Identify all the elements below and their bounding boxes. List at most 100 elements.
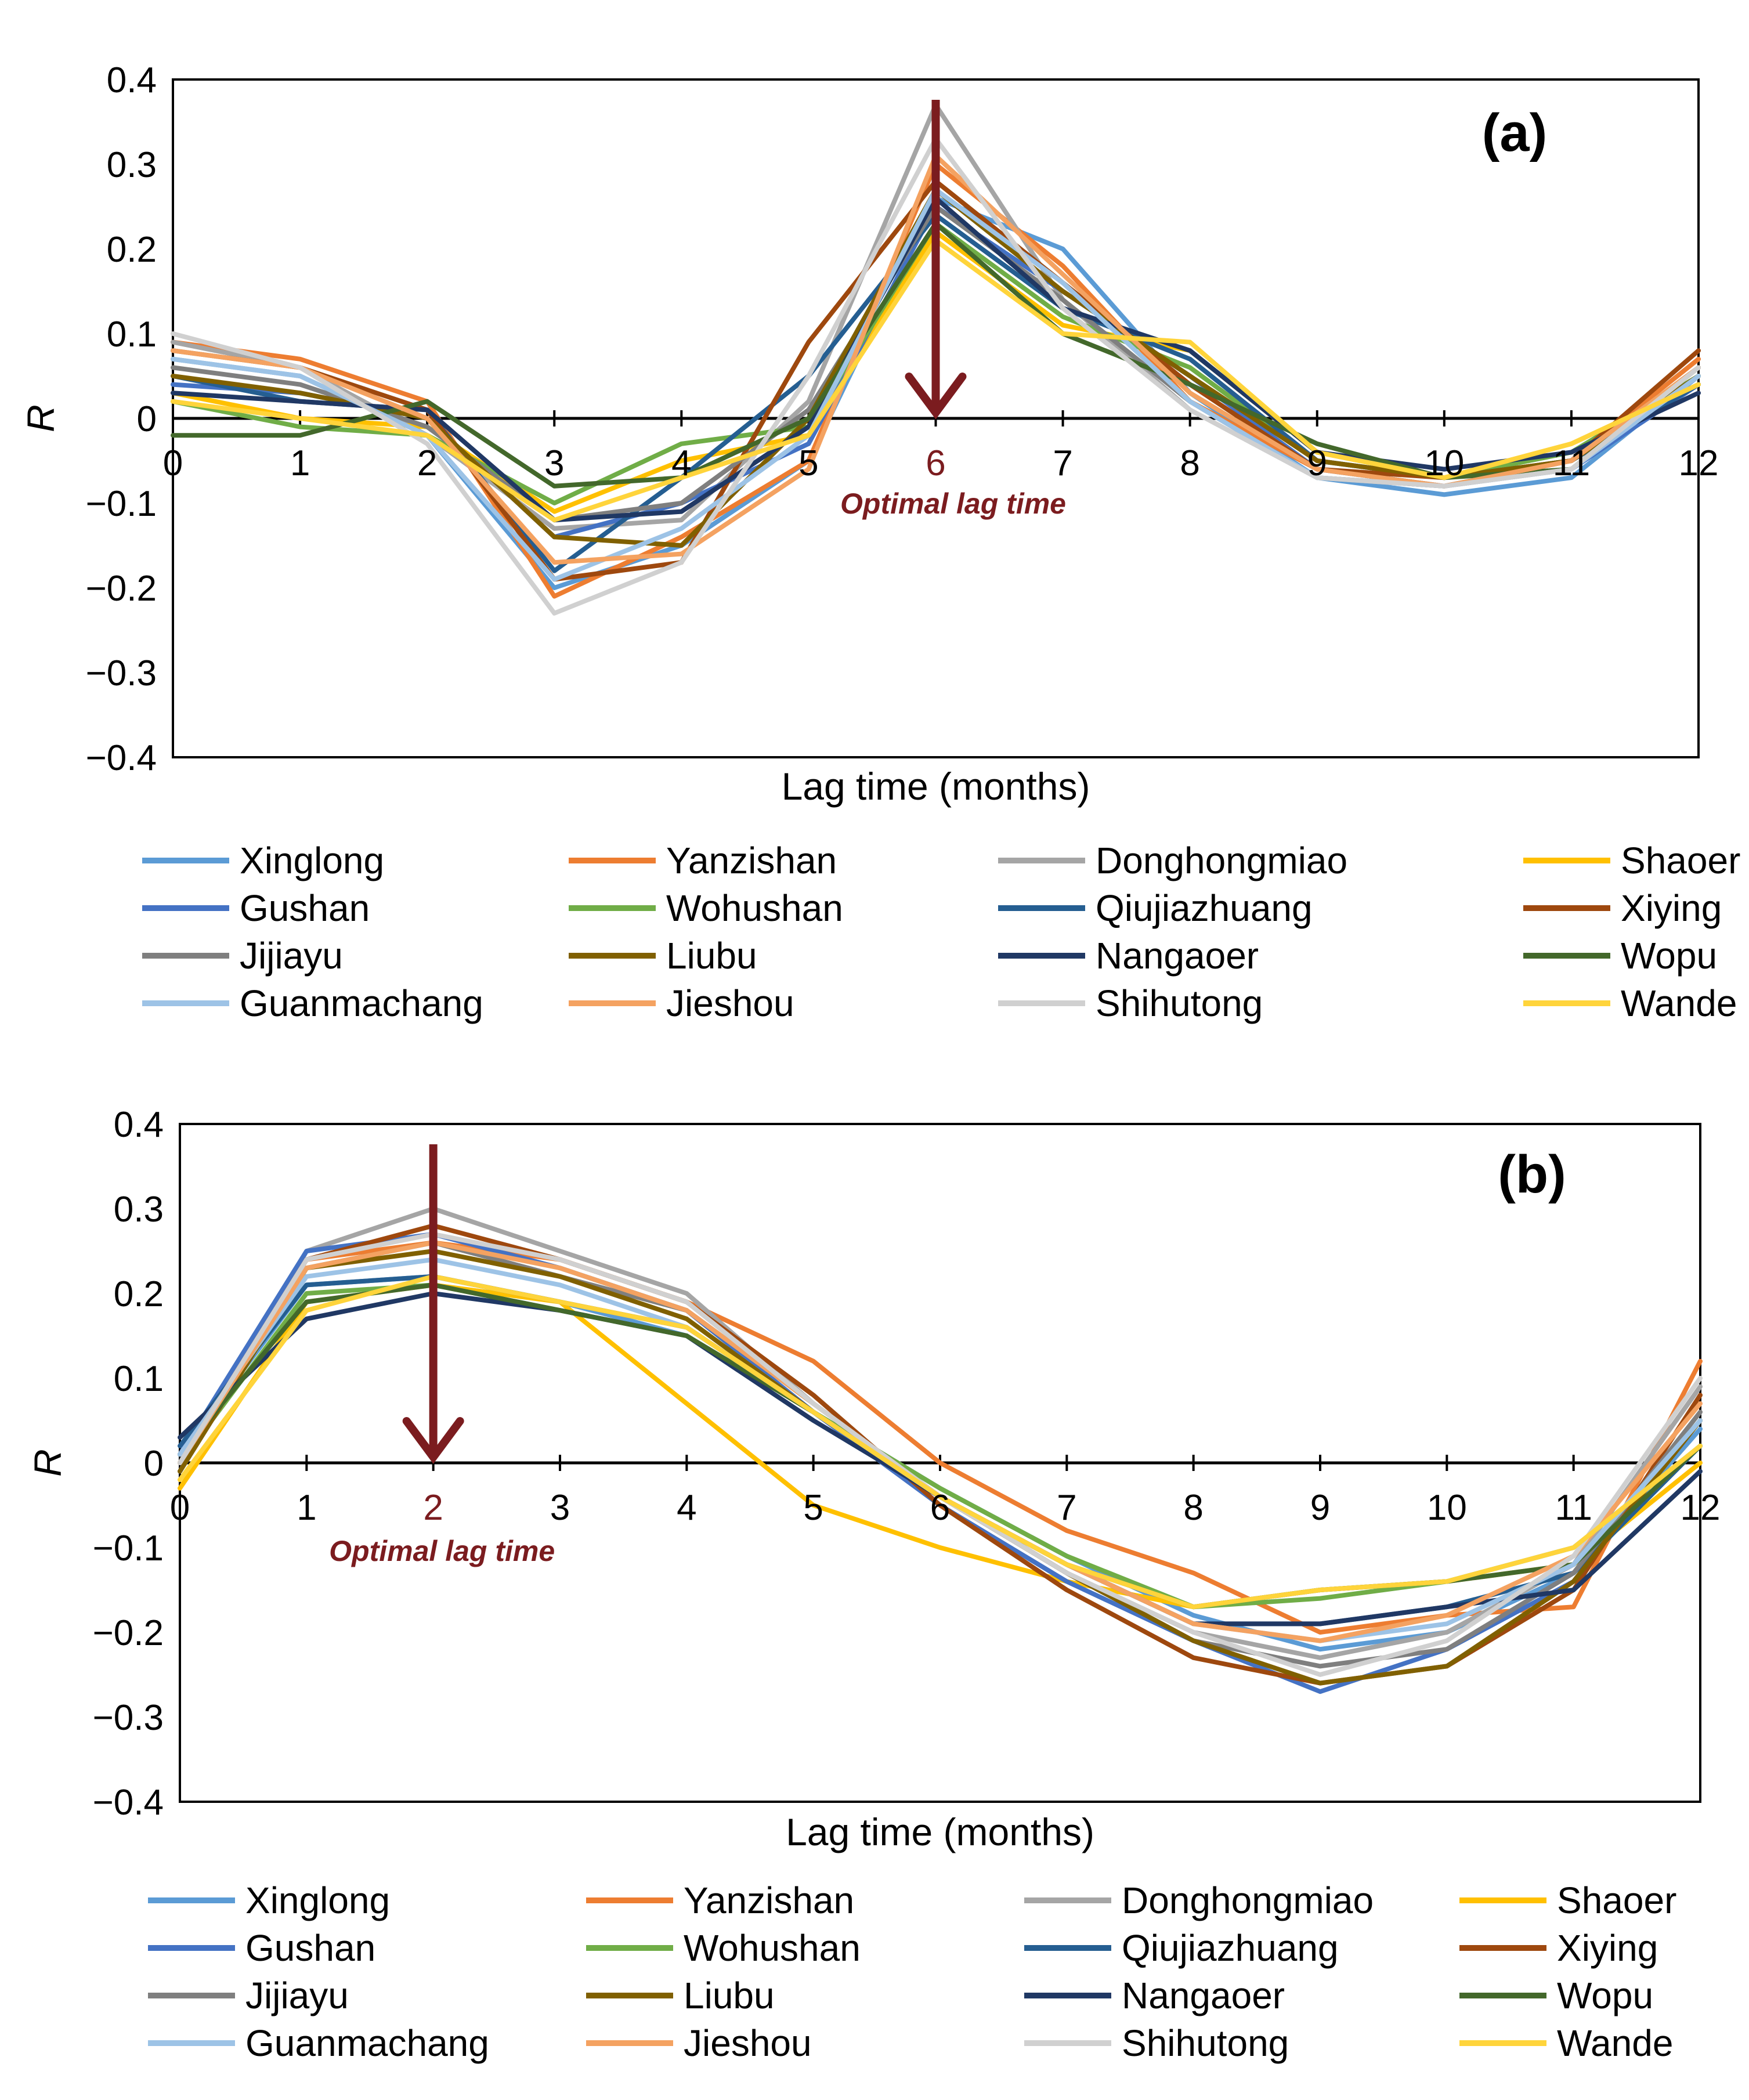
y-tick-label: −0.4 (93, 1783, 164, 1823)
y-tick-label: −0.2 (86, 569, 157, 609)
y-tick-label: 0.4 (114, 1105, 164, 1145)
x-tick-label: 8 (1183, 1488, 1203, 1528)
legend-label: Xiying (1557, 1927, 1658, 1969)
legend-label: Qiujiazhuang (1122, 1927, 1339, 1969)
optimal-lag-arrow-head (402, 1417, 464, 1464)
y-tick-label: 0.1 (107, 315, 157, 355)
y-tick-label: 0.4 (107, 60, 157, 100)
optimal-lag-arrow-head (905, 373, 967, 420)
legend-item: Xinglong (148, 1879, 390, 1921)
panel-label: (b) (1498, 1145, 1566, 1204)
y-tick-label: 0 (144, 1444, 164, 1484)
legend-item: Xiying (1459, 1927, 1658, 1969)
chart-panel-a: 0.40.30.20.10−0.1−0.2−0.3−0.4R0 1 2 3 4 5 6 7 8 9… (19, 60, 1740, 1024)
x-axis-label: Lag time (months) (782, 765, 1090, 808)
legend-item: Qiujiazhuang (998, 887, 1313, 929)
legend-item: Nangaoer (1024, 1975, 1285, 2016)
legend-label: Gushan (245, 1927, 375, 1969)
x-tick-label: 0 (163, 443, 183, 483)
series-line-guanmachang (178, 1257, 1703, 1643)
legend-item: Yanzishan (569, 840, 837, 881)
legend-label: Yanzishan (684, 1879, 854, 1921)
legend-item: Qiujiazhuang (1024, 1927, 1339, 1969)
x-tick-label: 3 (544, 443, 564, 483)
legend-label: Qiujiazhuang (1096, 887, 1313, 929)
y-axis-label: R (19, 404, 62, 432)
y-tick-label: 0.2 (114, 1274, 164, 1314)
legend-label: Shihutong (1096, 982, 1263, 1024)
y-tick-label: −0.1 (86, 484, 157, 524)
optimal-lag-annotation: Optimal lag time (840, 487, 1066, 520)
x-tick-label: 11 (1553, 443, 1590, 483)
legend-item: Liubu (569, 935, 757, 977)
legend-label: Liubu (684, 1975, 775, 2016)
legend-label: Shaoer (1557, 1879, 1676, 1921)
legend-label: Nangaoer (1122, 1975, 1285, 2016)
legend-label: Shihutong (1122, 2022, 1289, 2064)
legend: Xinglong Yanzishan Donghongmiao Shaoer Gusha… (142, 840, 1740, 1024)
legend-item: Donghongmiao (1024, 1879, 1374, 1921)
x-tick-label: 10 (1427, 1488, 1467, 1528)
y-tick-label: −0.1 (93, 1528, 164, 1568)
legend-item: Shihutong (998, 982, 1263, 1024)
x-tick-label: 3 (550, 1488, 570, 1528)
legend-label: Guanmachang (240, 982, 483, 1024)
y-tick-label: 0.2 (107, 230, 157, 270)
legend-item: Jijiayu (142, 935, 343, 977)
x-tick-label: 4 (677, 1488, 696, 1528)
x-tick-label: 9 (1310, 1488, 1330, 1528)
legend-label: Liubu (666, 935, 757, 977)
legend-label: Xiying (1621, 887, 1722, 929)
legend-label: Jieshou (684, 2022, 812, 2064)
x-tick-label: 11 (1555, 1488, 1592, 1528)
x-tick-label: 1 (297, 1488, 316, 1528)
legend-item: Wohushan (586, 1927, 861, 1969)
x-tick-label: 6 (926, 443, 945, 483)
legend-item: Shaoer (1523, 840, 1740, 881)
legend-item: Wande (1523, 982, 1737, 1024)
x-axis-label: Lag time (months) (786, 1810, 1094, 1853)
x-tick-label: 8 (1180, 443, 1199, 483)
legend-item: Xinglong (142, 840, 384, 881)
legend-label: Wopu (1621, 935, 1717, 977)
panel-label: (a) (1482, 103, 1547, 162)
legend-label: Jieshou (666, 982, 794, 1024)
x-tick-label: 2 (417, 443, 437, 483)
x-tick-label: 7 (1053, 443, 1072, 483)
y-tick-label: −0.3 (93, 1698, 164, 1738)
legend-label: Jijiayu (240, 935, 343, 977)
y-tick-label: 0.3 (114, 1190, 164, 1230)
x-tick-label: 2 (423, 1488, 443, 1528)
y-tick-label: −0.3 (86, 653, 157, 693)
legend-item: Wande (1459, 2022, 1673, 2064)
legend-label: Wohushan (666, 887, 843, 929)
legend-label: Xinglong (240, 840, 384, 881)
legend-item: Nangaoer (998, 935, 1259, 977)
legend-label: Wande (1621, 982, 1737, 1024)
x-tick-label: 4 (671, 443, 691, 483)
legend-item: Jijiayu (148, 1975, 349, 2016)
legend-item: Gushan (148, 1927, 375, 1969)
x-tick-label: 9 (1307, 443, 1327, 483)
x-tick-label: 6 (930, 1488, 950, 1528)
x-tick-label: 10 (1424, 443, 1464, 483)
x-tick-label: 5 (803, 1488, 823, 1528)
y-tick-label: −0.2 (93, 1613, 164, 1653)
legend-item: Gushan (142, 887, 370, 929)
legend-item: Wopu (1523, 935, 1717, 977)
legend-label: Wande (1557, 2022, 1673, 2064)
y-tick-label: 0.3 (107, 145, 157, 185)
x-tick-label: 5 (798, 443, 818, 483)
y-tick-label: 0.1 (114, 1359, 164, 1399)
x-tick-label: 0 (170, 1488, 190, 1528)
legend-item: Jieshou (569, 982, 794, 1024)
legend-label: Donghongmiao (1122, 1879, 1374, 1921)
legend-item: Shaoer (1459, 1879, 1676, 1921)
legend-item: Guanmachang (148, 2022, 489, 2064)
legend-label: Yanzishan (666, 840, 837, 881)
legend-label: Wopu (1557, 1975, 1653, 2016)
optimal-lag-annotation: Optimal lag time (329, 1535, 555, 1567)
series-line-jieshou (178, 1240, 1703, 1643)
legend-item: Guanmachang (142, 982, 483, 1024)
